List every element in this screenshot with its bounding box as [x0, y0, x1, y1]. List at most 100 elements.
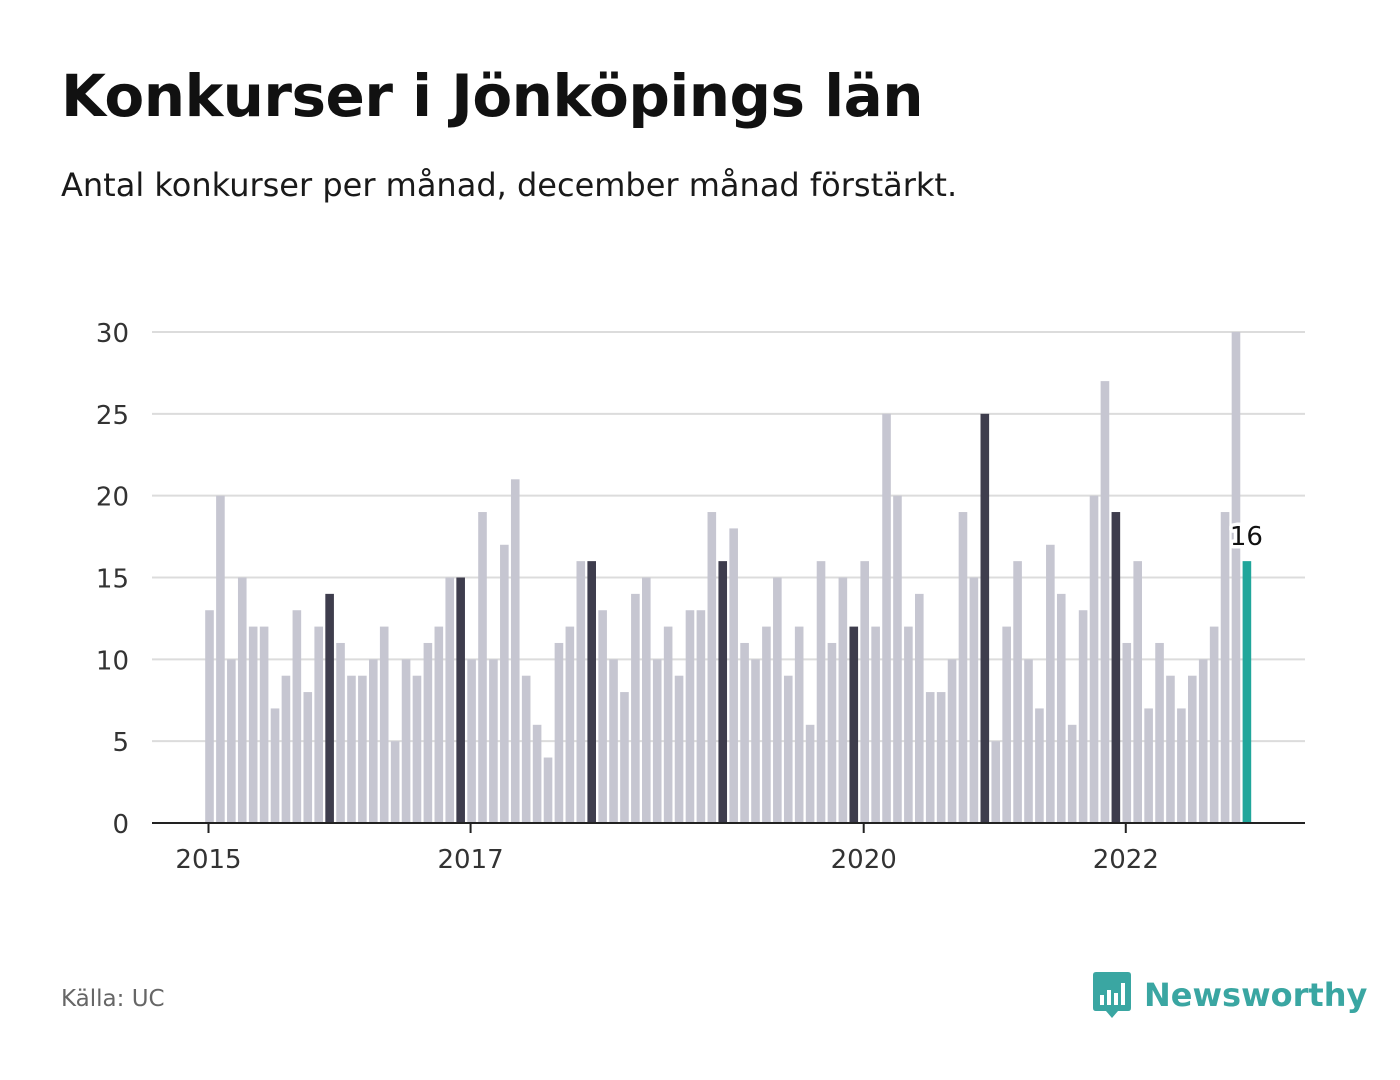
bar	[1166, 675, 1175, 823]
newsworthy-logo: Newsworthy	[1092, 970, 1367, 1020]
x-tick-label: 2015	[175, 845, 241, 875]
bar	[1046, 544, 1055, 823]
bar	[1242, 561, 1252, 823]
bar	[740, 642, 749, 823]
bar	[205, 610, 214, 823]
bar	[1231, 332, 1241, 823]
bar	[532, 724, 542, 823]
bar	[762, 626, 771, 823]
bar	[259, 626, 269, 823]
bar	[805, 724, 815, 823]
bar	[893, 495, 902, 823]
bar	[1155, 642, 1164, 823]
bar	[510, 479, 520, 823]
bar	[248, 626, 258, 823]
bar	[1002, 626, 1011, 823]
x-tick-label: 2020	[831, 845, 897, 875]
bar	[696, 610, 706, 823]
y-tick-label: 20	[96, 483, 129, 513]
bar	[1056, 593, 1066, 823]
bar	[663, 626, 673, 823]
bar	[270, 708, 280, 823]
bar	[467, 659, 476, 823]
bar	[587, 561, 596, 823]
bar	[303, 692, 313, 823]
bar	[969, 577, 979, 823]
bar	[915, 593, 924, 823]
bar	[707, 512, 717, 823]
bar	[379, 626, 389, 823]
bar	[904, 626, 913, 823]
bar	[445, 577, 455, 823]
bar	[314, 626, 323, 823]
bar	[434, 626, 444, 823]
bar	[816, 561, 826, 823]
bar	[1013, 561, 1022, 823]
bar	[1100, 381, 1110, 823]
bar	[336, 642, 345, 823]
bar	[401, 659, 411, 823]
bar	[1122, 642, 1132, 823]
y-tick-label: 5	[112, 728, 129, 758]
bar	[991, 741, 1001, 823]
bar	[576, 561, 586, 823]
bar	[958, 512, 968, 823]
y-tick-label: 25	[96, 401, 129, 431]
bar	[827, 642, 837, 823]
bar-chart-speech-bubble-icon	[1093, 972, 1131, 1018]
bar	[1188, 675, 1197, 823]
bar	[718, 561, 728, 823]
y-tick-label: 0	[112, 810, 129, 840]
bar	[1035, 708, 1044, 823]
bar	[1177, 708, 1186, 823]
bar	[1067, 724, 1077, 823]
latest-value-label-halo: 16	[1230, 522, 1263, 552]
bar	[783, 675, 793, 823]
bar	[1024, 659, 1033, 823]
bar	[751, 659, 760, 823]
bar	[849, 626, 859, 823]
bar	[685, 610, 695, 823]
bar	[292, 610, 302, 823]
bar	[620, 692, 629, 823]
latest-value-label: 16	[1230, 522, 1263, 552]
bar	[237, 577, 247, 823]
bar	[1078, 610, 1088, 823]
bar	[521, 675, 531, 823]
bar	[1111, 512, 1121, 823]
bar	[423, 642, 433, 823]
bar	[882, 413, 891, 823]
bar	[281, 675, 291, 823]
bar	[794, 626, 804, 823]
bar	[642, 577, 651, 823]
brand-name: Newsworthy	[1144, 976, 1368, 1014]
bar	[358, 675, 367, 823]
bar	[1089, 495, 1099, 823]
bar	[1209, 626, 1219, 823]
chart-subtitle: Antal konkurser per månad, december måna…	[61, 166, 958, 204]
bar	[838, 577, 848, 823]
x-tick-label: 2022	[1093, 845, 1159, 875]
bar	[947, 659, 957, 823]
bar	[871, 626, 880, 823]
bar	[369, 659, 378, 823]
bar	[609, 659, 618, 823]
bar	[1144, 708, 1153, 823]
bar	[652, 659, 662, 823]
bar	[325, 593, 334, 823]
x-tick-label: 2017	[437, 845, 503, 875]
y-tick-label: 10	[96, 646, 129, 676]
bar	[860, 561, 869, 823]
bar	[631, 593, 640, 823]
bar	[478, 512, 487, 823]
bar	[980, 413, 990, 823]
bar	[729, 528, 738, 823]
y-tick-label: 30	[96, 319, 129, 349]
bar	[456, 577, 465, 823]
bar	[936, 692, 946, 823]
bar	[773, 577, 782, 823]
bar	[347, 675, 356, 823]
bar	[227, 659, 236, 823]
bar	[1220, 512, 1230, 823]
